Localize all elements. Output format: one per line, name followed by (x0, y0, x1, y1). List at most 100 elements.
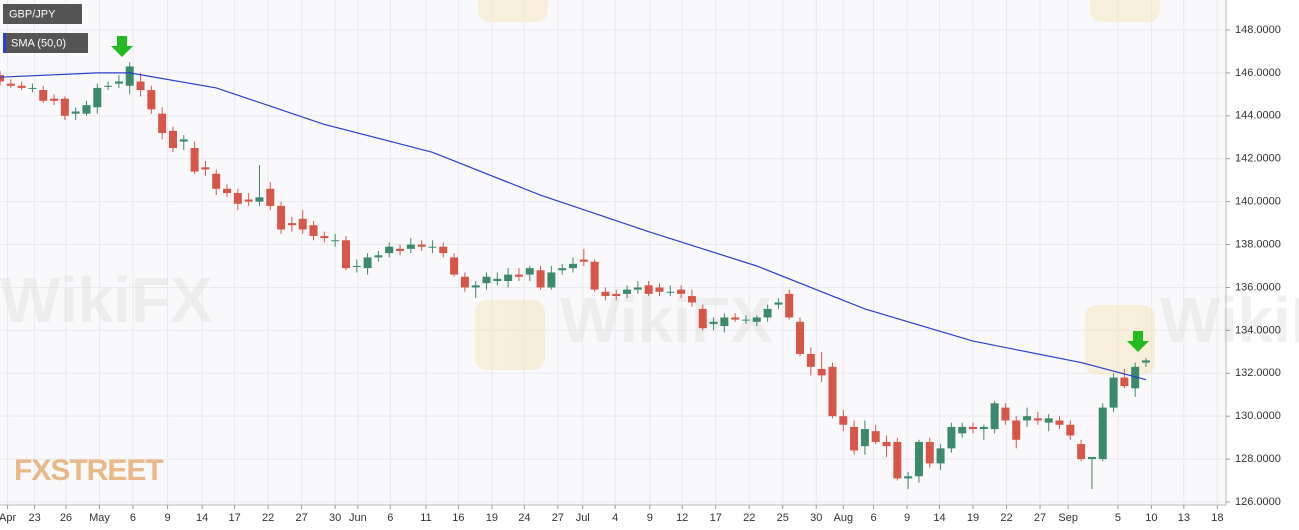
candle-body (958, 426, 967, 434)
x-tick-label: Jul (576, 512, 590, 524)
candle-body (331, 240, 340, 242)
candle-body (1044, 418, 1053, 423)
candle-body (125, 66, 134, 86)
x-tick-label: 17 (710, 512, 722, 524)
candle-body (806, 353, 815, 367)
x-tick-label: 27 (296, 512, 308, 524)
candle-body (1087, 456, 1096, 460)
candle-body (579, 259, 588, 262)
legend-label: GBP/JPY (9, 8, 56, 20)
x-tick-label: 30 (810, 512, 822, 524)
candle-body (93, 87, 102, 108)
watermark-logo (1090, 0, 1160, 22)
candle-body (914, 441, 923, 477)
x-tick-label: 9 (647, 512, 653, 524)
watermark: WikiFX (0, 264, 213, 336)
candle-body (644, 285, 653, 294)
candle-body (925, 441, 934, 464)
candle-body (50, 98, 59, 101)
candle-body (558, 268, 567, 271)
y-tick-label: 138.0000 (1235, 238, 1281, 250)
candle-body (136, 81, 145, 91)
x-tick-label: Apr (0, 512, 16, 524)
candle-body (352, 266, 361, 267)
candle-body (190, 148, 199, 172)
candle-body (601, 291, 610, 297)
x-tick-label: 22 (743, 512, 755, 524)
candle-body (417, 244, 426, 247)
x-tick-label: 9 (165, 512, 171, 524)
candle-body (396, 248, 405, 251)
candle-body (223, 188, 232, 194)
candle-body (709, 321, 718, 324)
candle-body (450, 257, 459, 275)
legend-label: SMA (50,0) (11, 37, 66, 49)
x-tick-label: 6 (387, 512, 393, 524)
x-tick-label: 9 (904, 512, 910, 524)
candle-body (752, 317, 761, 322)
candle-body (60, 98, 69, 116)
candle-body (590, 261, 599, 290)
candle-body (1033, 418, 1042, 421)
x-tick-label: 27 (552, 512, 564, 524)
candle-body (698, 308, 707, 329)
legend-swatch (3, 33, 6, 53)
x-tick-label: 22 (1000, 512, 1012, 524)
arrow-annotation (111, 36, 133, 57)
fxstreet-logo: FXSTREET (14, 454, 163, 487)
candle-body (82, 105, 91, 114)
candle-body (309, 225, 318, 236)
x-tick-label: Sep (1058, 512, 1078, 524)
x-tick-label: 19 (967, 512, 979, 524)
candle-body (720, 317, 729, 327)
candle-body (623, 289, 632, 294)
candle-body (504, 274, 513, 282)
candle-body (298, 218, 307, 230)
candle-body (406, 244, 415, 249)
candle-body (882, 441, 891, 447)
candle-body (1109, 377, 1118, 408)
candle-body (547, 272, 556, 288)
candle-body (201, 167, 210, 170)
candle-body (147, 90, 156, 110)
candle-body (439, 246, 448, 254)
legend-box (3, 4, 82, 24)
candle-body (850, 426, 859, 451)
x-tick-label: 17 (228, 512, 240, 524)
candle-body (493, 278, 502, 282)
candle-body (979, 426, 988, 430)
watermark: WikiFX (1160, 284, 1299, 356)
candle-body (0, 75, 4, 82)
x-tick-label: 14 (196, 512, 208, 524)
candle-body (471, 285, 480, 288)
candle-body (212, 173, 221, 189)
candle-body (17, 85, 26, 88)
candle-body (839, 416, 848, 425)
candle-body (287, 223, 296, 226)
candle-body (1012, 420, 1021, 440)
y-tick-label: 126.0000 (1235, 496, 1281, 508)
x-tick-label: 6 (130, 512, 136, 524)
x-tick-label: 16 (452, 512, 464, 524)
candle-body (39, 90, 48, 101)
x-tick-label: May (89, 512, 110, 524)
watermark: WikiFX (560, 284, 773, 356)
candle-body (969, 426, 978, 430)
candle-body (677, 289, 686, 294)
plot-background (0, 0, 1226, 505)
watermark-logo (478, 0, 548, 22)
arrow-annotation (1127, 331, 1149, 352)
candle-body (1141, 360, 1150, 363)
x-tick-label: 27 (1034, 512, 1046, 524)
candle-body (341, 240, 350, 269)
candle-body (763, 308, 772, 318)
x-tick-label: 5 (1115, 512, 1121, 524)
x-tick-label: 14 (933, 512, 945, 524)
candle-body (255, 197, 264, 202)
candle-body (741, 319, 750, 321)
candle-body (385, 246, 394, 254)
candle-body (114, 81, 123, 84)
candle-body (525, 268, 534, 275)
x-tick-label: 23 (28, 512, 40, 524)
